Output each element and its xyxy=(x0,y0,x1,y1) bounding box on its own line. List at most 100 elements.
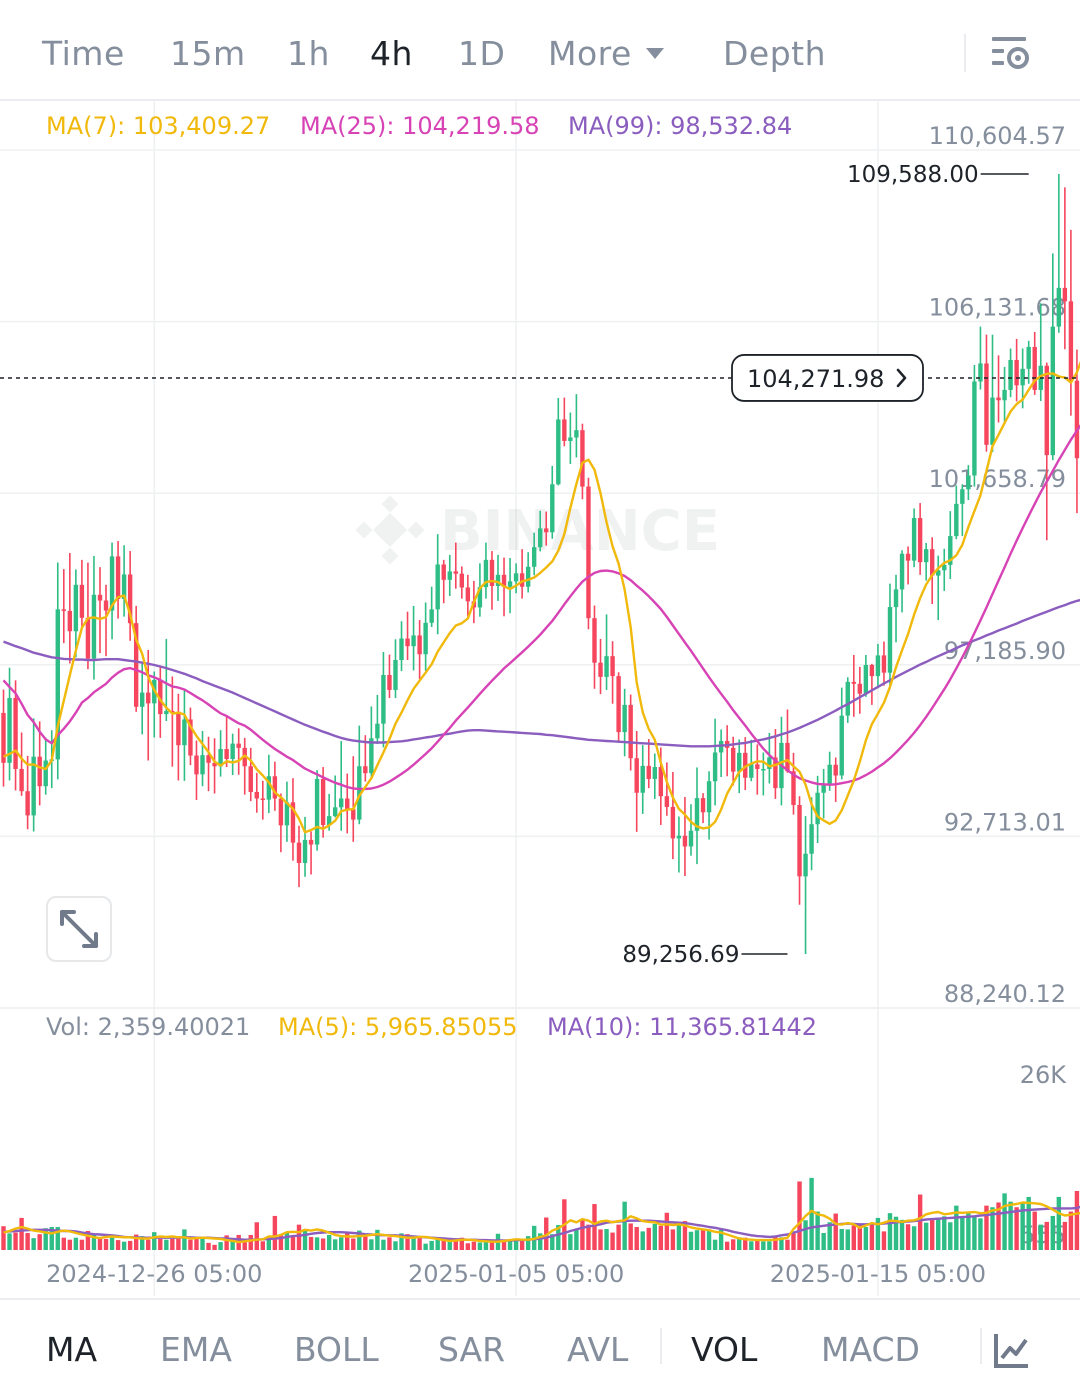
volume-bar xyxy=(218,1242,222,1250)
candle-up xyxy=(990,398,994,445)
volume-bar xyxy=(1069,1212,1073,1250)
volume-bar xyxy=(707,1231,711,1250)
vol-legend: Vol: 2,359.40021 xyxy=(46,1013,250,1041)
volume-bar xyxy=(13,1233,17,1250)
indicator-ma[interactable]: MA xyxy=(46,1330,97,1369)
volume-bar xyxy=(972,1217,976,1250)
volume-bar xyxy=(261,1241,265,1250)
volume-bar xyxy=(604,1229,608,1250)
candle-up xyxy=(966,475,970,489)
volume-bar xyxy=(671,1229,675,1250)
candle-down xyxy=(870,665,874,676)
candle-up xyxy=(568,437,572,440)
candle-down xyxy=(176,712,180,745)
volume-bar xyxy=(978,1218,982,1250)
volume-bar xyxy=(912,1226,916,1250)
candle-up xyxy=(960,489,964,504)
volume-bar xyxy=(249,1235,253,1250)
indicator-bar: MA EMA BOLL SAR AVL VOL MACD xyxy=(0,1298,1080,1399)
candle-up xyxy=(707,781,711,812)
volume-bar xyxy=(19,1218,23,1250)
indicator-macd[interactable]: MACD xyxy=(821,1330,920,1369)
candle-down xyxy=(647,766,651,779)
volume-bar xyxy=(713,1240,717,1250)
tab-time[interactable]: Time xyxy=(42,34,125,73)
volume-bar xyxy=(846,1229,850,1250)
volume-bar xyxy=(677,1225,681,1250)
candle-up xyxy=(677,836,681,839)
volume-bar xyxy=(906,1224,910,1250)
candle-down xyxy=(37,757,41,787)
price-axis: 110,604.57106,131.68101,658.7997,185.909… xyxy=(929,122,1066,1008)
candle-down xyxy=(116,556,120,599)
tab-15m[interactable]: 15m xyxy=(170,34,246,73)
volume-bar xyxy=(206,1243,210,1250)
divider xyxy=(964,34,966,72)
candle-up xyxy=(315,779,319,845)
indicator-sar[interactable]: SAR xyxy=(438,1330,505,1369)
volume-bar xyxy=(31,1238,35,1250)
candle-up xyxy=(749,764,753,777)
volume-bar xyxy=(273,1216,277,1250)
volume-bar xyxy=(882,1231,886,1250)
candle-down xyxy=(1045,366,1049,455)
current-price-marker: 104,271.98 xyxy=(0,355,1080,401)
candlestick-chart[interactable]: BINANCE 110,604.57106,131.68101,658.7997… xyxy=(0,100,1080,1296)
tab-more[interactable]: More xyxy=(548,34,664,73)
candle-down xyxy=(635,758,639,793)
candle-down xyxy=(363,766,367,773)
candle-down xyxy=(562,419,566,440)
candle-down xyxy=(834,765,838,776)
candle-down xyxy=(580,430,584,486)
indicator-avl[interactable]: AVL xyxy=(567,1330,628,1369)
watermark-text: BINANCE xyxy=(440,499,720,564)
volume-bar xyxy=(327,1235,331,1250)
volume-bar xyxy=(7,1233,11,1250)
volume-bar xyxy=(435,1240,439,1250)
candle-up xyxy=(230,744,234,759)
chart-settings-icon[interactable] xyxy=(988,34,1032,74)
tab-1d[interactable]: 1D xyxy=(458,34,505,73)
volume-bar xyxy=(80,1240,84,1250)
candle-down xyxy=(351,809,355,819)
volume-bar xyxy=(930,1219,934,1250)
divider xyxy=(660,1328,662,1364)
candle-down xyxy=(906,554,910,561)
expand-button[interactable] xyxy=(46,896,112,962)
volume-bar xyxy=(291,1236,295,1250)
candle-up xyxy=(508,581,512,586)
watermark: BINANCE xyxy=(356,496,720,565)
volume-tick-max: 26K xyxy=(1020,1061,1068,1089)
volume-bar xyxy=(936,1218,940,1250)
volume-bar xyxy=(448,1241,452,1250)
volume-bar xyxy=(375,1230,379,1250)
candle-down xyxy=(1069,301,1073,380)
volume-bar xyxy=(74,1238,78,1250)
tab-4h[interactable]: 4h xyxy=(370,34,413,73)
volume-bar xyxy=(122,1242,126,1250)
volume-bar xyxy=(791,1232,795,1250)
volume-bar xyxy=(767,1241,771,1250)
indicator-vol[interactable]: VOL xyxy=(691,1330,757,1369)
candle-down xyxy=(628,705,632,758)
candle-down xyxy=(858,684,862,694)
candle-up xyxy=(435,564,439,609)
current-price-badge[interactable]: 104,271.98 xyxy=(732,355,923,401)
tab-depth[interactable]: Depth xyxy=(723,34,826,73)
time-tick-label: 2025-01-15 05:00 xyxy=(770,1260,986,1288)
candle-down xyxy=(701,798,705,812)
candle-up xyxy=(381,675,385,724)
candle-down xyxy=(731,748,735,772)
tab-1h[interactable]: 1h xyxy=(287,34,330,73)
volume-bar xyxy=(309,1237,313,1250)
high-annotation: 109,588.00 xyxy=(847,162,1029,188)
candle-up xyxy=(333,807,337,816)
indicator-ema[interactable]: EMA xyxy=(160,1330,232,1369)
indicator-boll[interactable]: BOLL xyxy=(294,1330,379,1369)
candle-up xyxy=(876,655,880,676)
volume-bar xyxy=(695,1230,699,1250)
chart-style-icon[interactable] xyxy=(992,1330,1032,1370)
volume-bar xyxy=(502,1242,506,1250)
volume-bar xyxy=(146,1240,150,1250)
volume-bar xyxy=(104,1239,108,1250)
